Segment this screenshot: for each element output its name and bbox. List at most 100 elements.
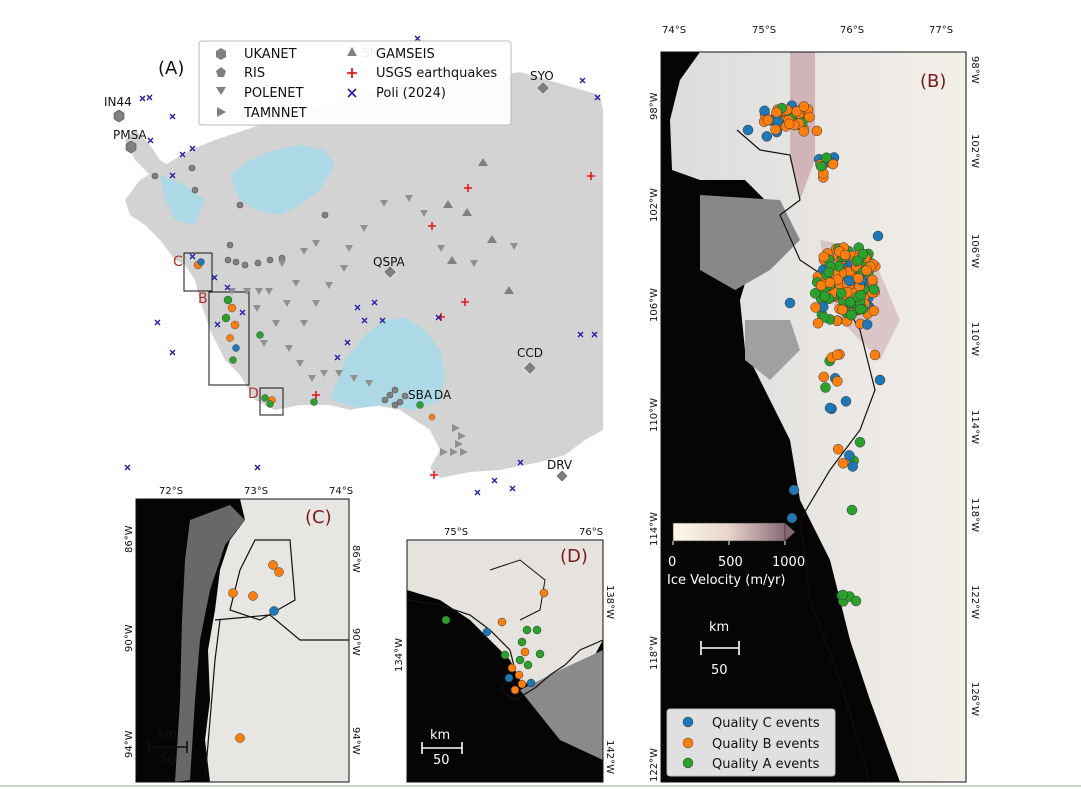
scale-unit: km bbox=[709, 620, 729, 635]
event-marker bbox=[811, 125, 823, 137]
x-icon bbox=[347, 88, 357, 98]
event-marker bbox=[837, 458, 849, 469]
event-marker bbox=[846, 309, 857, 321]
pentagon-icon bbox=[216, 67, 226, 77]
panel-b-events bbox=[742, 100, 886, 607]
event-legend: Quality C events Quality B events Qualit… bbox=[666, 708, 836, 777]
panel-a-label: (A) bbox=[158, 58, 184, 79]
event-marker bbox=[831, 349, 843, 361]
panel-c-left-tick: 86°W bbox=[124, 525, 135, 553]
event-marker bbox=[761, 131, 773, 142]
event-marker bbox=[845, 296, 856, 308]
event-marker bbox=[819, 291, 831, 302]
legend-label-ukanet: UKANET bbox=[244, 47, 297, 62]
colorbar-tick-0: 0 bbox=[668, 555, 676, 570]
event-marker bbox=[821, 152, 832, 163]
station-label-in44: IN44 bbox=[104, 95, 132, 109]
event-marker bbox=[850, 595, 862, 607]
legend-label-ris: RIS bbox=[244, 66, 265, 81]
event-marker bbox=[788, 484, 800, 496]
ronne-ice-shelf bbox=[230, 145, 335, 215]
event-marker bbox=[759, 105, 770, 117]
box-label-d: D bbox=[248, 386, 259, 402]
event-marker bbox=[855, 289, 867, 301]
event-marker bbox=[812, 317, 824, 329]
event-marker bbox=[837, 304, 848, 316]
box-b-outline bbox=[208, 291, 250, 386]
gamseis-markers bbox=[443, 158, 514, 294]
panel-c-right-tick: 94°W bbox=[350, 727, 361, 755]
box-d-outline bbox=[259, 387, 284, 416]
poli-markers bbox=[124, 35, 601, 496]
station-label-ccd: CCD bbox=[517, 346, 543, 360]
event-marker bbox=[809, 288, 821, 299]
panel-b-right-tick: 126°W bbox=[969, 682, 980, 716]
panel-d-label: (D) bbox=[560, 546, 588, 567]
colorbar-tick-500: 500 bbox=[718, 555, 743, 570]
station-label-qspa: QSPA bbox=[373, 255, 406, 269]
box-label-c: C bbox=[173, 254, 183, 270]
panel-c-scale-bar: km 50 bbox=[148, 727, 188, 768]
panel-d-events bbox=[441, 588, 549, 695]
event-marker bbox=[857, 248, 869, 260]
event-marker bbox=[818, 371, 830, 383]
box-label-b: B bbox=[198, 291, 208, 307]
antarctic-landmass bbox=[125, 72, 603, 478]
event-marker bbox=[832, 443, 844, 455]
panel-c-grounding-line bbox=[229, 539, 296, 621]
event-marker bbox=[783, 118, 795, 130]
event-marker bbox=[820, 382, 831, 393]
event-marker bbox=[840, 396, 852, 407]
panel-d-left-tick: 134°W bbox=[394, 638, 405, 672]
panel-b-right-tick: 106°W bbox=[969, 234, 980, 268]
panel-c-left-tick: 94°W bbox=[124, 730, 135, 758]
panel-b-top-tick: 76°S bbox=[840, 25, 864, 36]
scale-unit: km bbox=[157, 727, 177, 742]
panel-b-left-tick: 122°W bbox=[649, 748, 660, 782]
event-marker bbox=[762, 114, 774, 126]
plus-icon bbox=[347, 68, 357, 78]
panel-d-shelf bbox=[520, 650, 603, 760]
panel-d-grounding-line bbox=[406, 599, 604, 701]
event-marker bbox=[832, 376, 843, 387]
colorbar-tick-1000: 1000 bbox=[772, 555, 805, 570]
event-marker bbox=[861, 265, 872, 276]
scale-unit: km bbox=[430, 728, 450, 743]
event-marker bbox=[852, 255, 863, 266]
panel-b-scale-bar: km 50 bbox=[700, 620, 740, 678]
panel-b-shelf-1 bbox=[700, 195, 800, 290]
panel-c-top-tick: 73°S bbox=[244, 486, 268, 497]
antarctic-peninsula bbox=[125, 130, 210, 205]
panel-c-right-tick: 90°W bbox=[350, 628, 361, 656]
panel-b-left-tick: 102°W bbox=[649, 188, 660, 222]
event-marker bbox=[844, 275, 855, 287]
panel-c-events bbox=[228, 560, 284, 743]
event-marker bbox=[839, 249, 851, 261]
event-marker bbox=[855, 303, 866, 315]
event-marker bbox=[861, 319, 873, 330]
event-marker bbox=[818, 251, 830, 263]
event-marker bbox=[853, 273, 864, 284]
event-marker bbox=[869, 349, 881, 361]
tamnnet-markers bbox=[440, 424, 468, 456]
velocity-colorbar: 0 500 1000 Ice Velocity (m/yr) bbox=[667, 522, 805, 588]
panel-d-top-tick: 76°S bbox=[579, 527, 603, 538]
triangle-right-icon bbox=[217, 107, 226, 117]
event-legend-quality-a: Quality A events bbox=[712, 757, 820, 772]
event-marker bbox=[854, 436, 866, 448]
legend-label-tamnnet: TAMNNET bbox=[243, 106, 307, 121]
panel-b-left-tick: 114°W bbox=[649, 512, 660, 546]
panel-b-left-tick: 118°W bbox=[649, 636, 660, 670]
panel-d-right-tick: 142°W bbox=[604, 740, 615, 774]
event-marker bbox=[846, 504, 858, 516]
event-marker bbox=[868, 284, 880, 295]
scale-value: 50 bbox=[711, 663, 728, 678]
polenet-markers bbox=[228, 195, 518, 387]
panel-d-scale-bar: km 50 bbox=[421, 728, 463, 768]
event-marker bbox=[872, 230, 884, 242]
event-marker bbox=[837, 589, 849, 601]
event-marker bbox=[824, 402, 836, 414]
panel-b-left-tick: 98°W bbox=[649, 92, 660, 120]
event-marker bbox=[844, 450, 855, 461]
